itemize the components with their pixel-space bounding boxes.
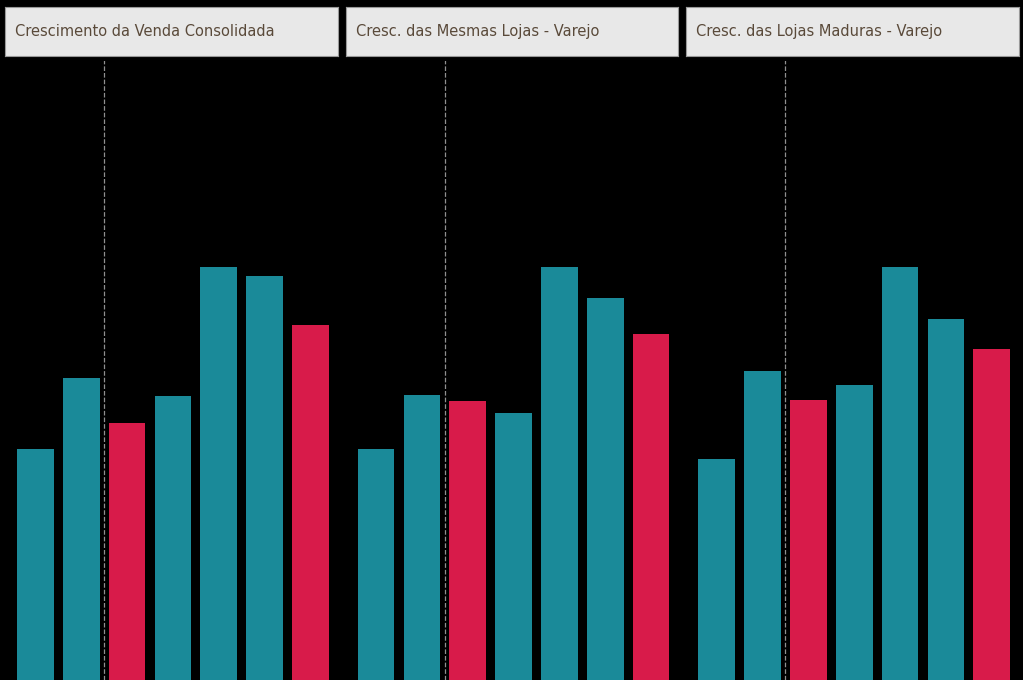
Bar bbox=[247, 276, 282, 680]
Bar bbox=[790, 400, 827, 680]
Bar bbox=[836, 386, 873, 680]
Bar bbox=[63, 378, 99, 680]
Bar bbox=[201, 267, 237, 680]
Bar bbox=[632, 334, 669, 680]
Bar bbox=[108, 423, 145, 680]
Bar bbox=[449, 401, 486, 680]
Bar bbox=[292, 325, 328, 680]
Text: Cresc. das Mesmas Lojas - Varejo: Cresc. das Mesmas Lojas - Varejo bbox=[356, 24, 599, 39]
Text: Crescimento da Venda Consolidada: Crescimento da Venda Consolidada bbox=[15, 24, 275, 39]
Bar bbox=[745, 371, 781, 680]
Bar bbox=[587, 298, 623, 680]
Bar bbox=[973, 348, 1010, 680]
Bar bbox=[404, 395, 440, 680]
Bar bbox=[882, 267, 919, 680]
Bar bbox=[699, 459, 736, 680]
Bar bbox=[358, 449, 395, 680]
Bar bbox=[541, 267, 578, 680]
Bar bbox=[495, 413, 532, 680]
Bar bbox=[928, 319, 964, 680]
Bar bbox=[154, 396, 191, 680]
Bar bbox=[17, 449, 54, 680]
Text: Cresc. das Lojas Maduras - Varejo: Cresc. das Lojas Maduras - Varejo bbox=[697, 24, 942, 39]
